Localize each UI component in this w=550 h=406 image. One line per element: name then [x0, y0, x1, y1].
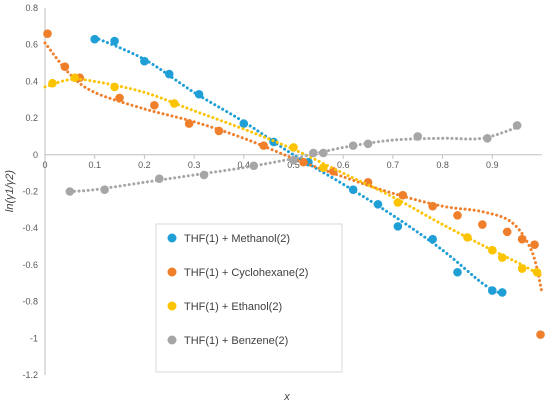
data-point: [289, 156, 298, 165]
data-point: [363, 139, 373, 149]
data-point: [348, 141, 358, 150]
data-point: [48, 78, 57, 88]
data-point: [463, 233, 472, 242]
y-tick-label: -1: [30, 333, 38, 343]
legend-marker: [167, 301, 177, 311]
data-point: [453, 211, 462, 220]
legend: THF(1) + Methanol(2) THF(1) + Cyclohexane…: [155, 223, 343, 373]
data-point: [530, 240, 539, 250]
data-point: [70, 73, 80, 83]
data-point: [319, 163, 328, 172]
data-point: [249, 161, 259, 171]
x-tick-label: 0.2: [138, 160, 151, 170]
data-point: [428, 201, 437, 211]
data-point: [428, 234, 437, 244]
y-tick-label: -0.4: [22, 223, 38, 233]
data-point: [115, 93, 124, 103]
series-4: [65, 121, 522, 196]
series-1: [90, 34, 507, 297]
data-point: [299, 157, 308, 167]
data-point: [309, 148, 318, 158]
data-point: [393, 222, 403, 231]
data-point: [497, 288, 507, 297]
y-tick-label: 0.8: [25, 3, 38, 13]
data-point: [199, 170, 209, 180]
data-point: [100, 185, 109, 194]
x-tick-label: 0.5: [287, 160, 300, 170]
data-point: [488, 245, 497, 255]
data-point: [184, 119, 194, 128]
data-point: [164, 69, 174, 79]
data-point: [43, 29, 52, 38]
y-tick-label: 0.2: [25, 113, 38, 123]
y-tick-label: 0: [33, 150, 38, 160]
x-tick-label: 0.6: [337, 160, 350, 170]
data-point: [497, 253, 507, 262]
data-point: [319, 148, 328, 158]
data-point: [259, 141, 268, 150]
legend-label: THF(1) + Benzene(2): [184, 335, 288, 347]
data-point: [289, 143, 298, 152]
legend-label: THF(1) + Methanol(2): [184, 233, 290, 245]
y-tick-label: -0.6: [22, 260, 38, 270]
y-tick-label: -1.2: [22, 370, 38, 380]
x-axis-label: x: [283, 391, 290, 403]
x-tick-label: 0.3: [188, 160, 201, 170]
data-point: [478, 220, 487, 229]
y-tick-label: -0.2: [22, 187, 38, 197]
data-point: [194, 89, 204, 99]
legend-label: THF(1) + Cyclohexane(2): [184, 267, 308, 279]
legend-label: THF(1) + Ethanol(2): [184, 301, 282, 313]
x-tick-label: 0.7: [387, 160, 400, 170]
data-point: [517, 234, 527, 244]
data-point: [413, 132, 423, 141]
data-point: [110, 82, 119, 92]
data-point: [512, 121, 522, 130]
x-tick-label: 0.8: [436, 160, 449, 170]
data-point: [532, 267, 542, 277]
legend-marker: [167, 267, 177, 277]
data-point: [214, 126, 224, 136]
legend-box: [155, 223, 343, 373]
axes: 0.8 0.6 0.4 0.2 0 -0.2 -0.4 -0.6 -0.8 -1 -1.2 0 0.1 0…: [22, 3, 542, 380]
x-tick-label: 0.1: [88, 160, 101, 170]
x-tick-label: 0: [42, 160, 47, 170]
y-tick-label: 0.4: [25, 76, 38, 86]
data-point: [140, 56, 149, 66]
x-tick-label: 0.9: [486, 160, 499, 170]
series-3: [43, 73, 544, 278]
legend-marker: [167, 233, 177, 243]
data-point: [65, 187, 75, 196]
series-layer: [43, 29, 545, 339]
data-point: [155, 174, 164, 183]
y-tick-label: -0.8: [22, 297, 38, 307]
data-point: [453, 267, 462, 277]
data-point: [398, 190, 408, 200]
data-point: [169, 99, 179, 108]
x-tick-label: 0.4: [238, 160, 251, 170]
data-point: [90, 34, 99, 44]
data-point: [239, 119, 249, 128]
data-point: [393, 198, 403, 207]
data-point: [536, 330, 545, 339]
data-point: [60, 62, 70, 72]
y-tick-label: 0.6: [25, 40, 38, 50]
data-point: [502, 227, 512, 237]
data-point: [373, 200, 383, 209]
data-point: [517, 264, 527, 273]
legend-marker: [167, 335, 177, 345]
data-point: [110, 36, 119, 46]
data-point: [488, 286, 497, 295]
data-point: [483, 133, 492, 143]
trend-line: [43, 41, 544, 294]
data-point: [150, 100, 159, 110]
data-point: [348, 185, 358, 194]
y-axis-label: ln(γ1/γ2): [4, 170, 16, 213]
